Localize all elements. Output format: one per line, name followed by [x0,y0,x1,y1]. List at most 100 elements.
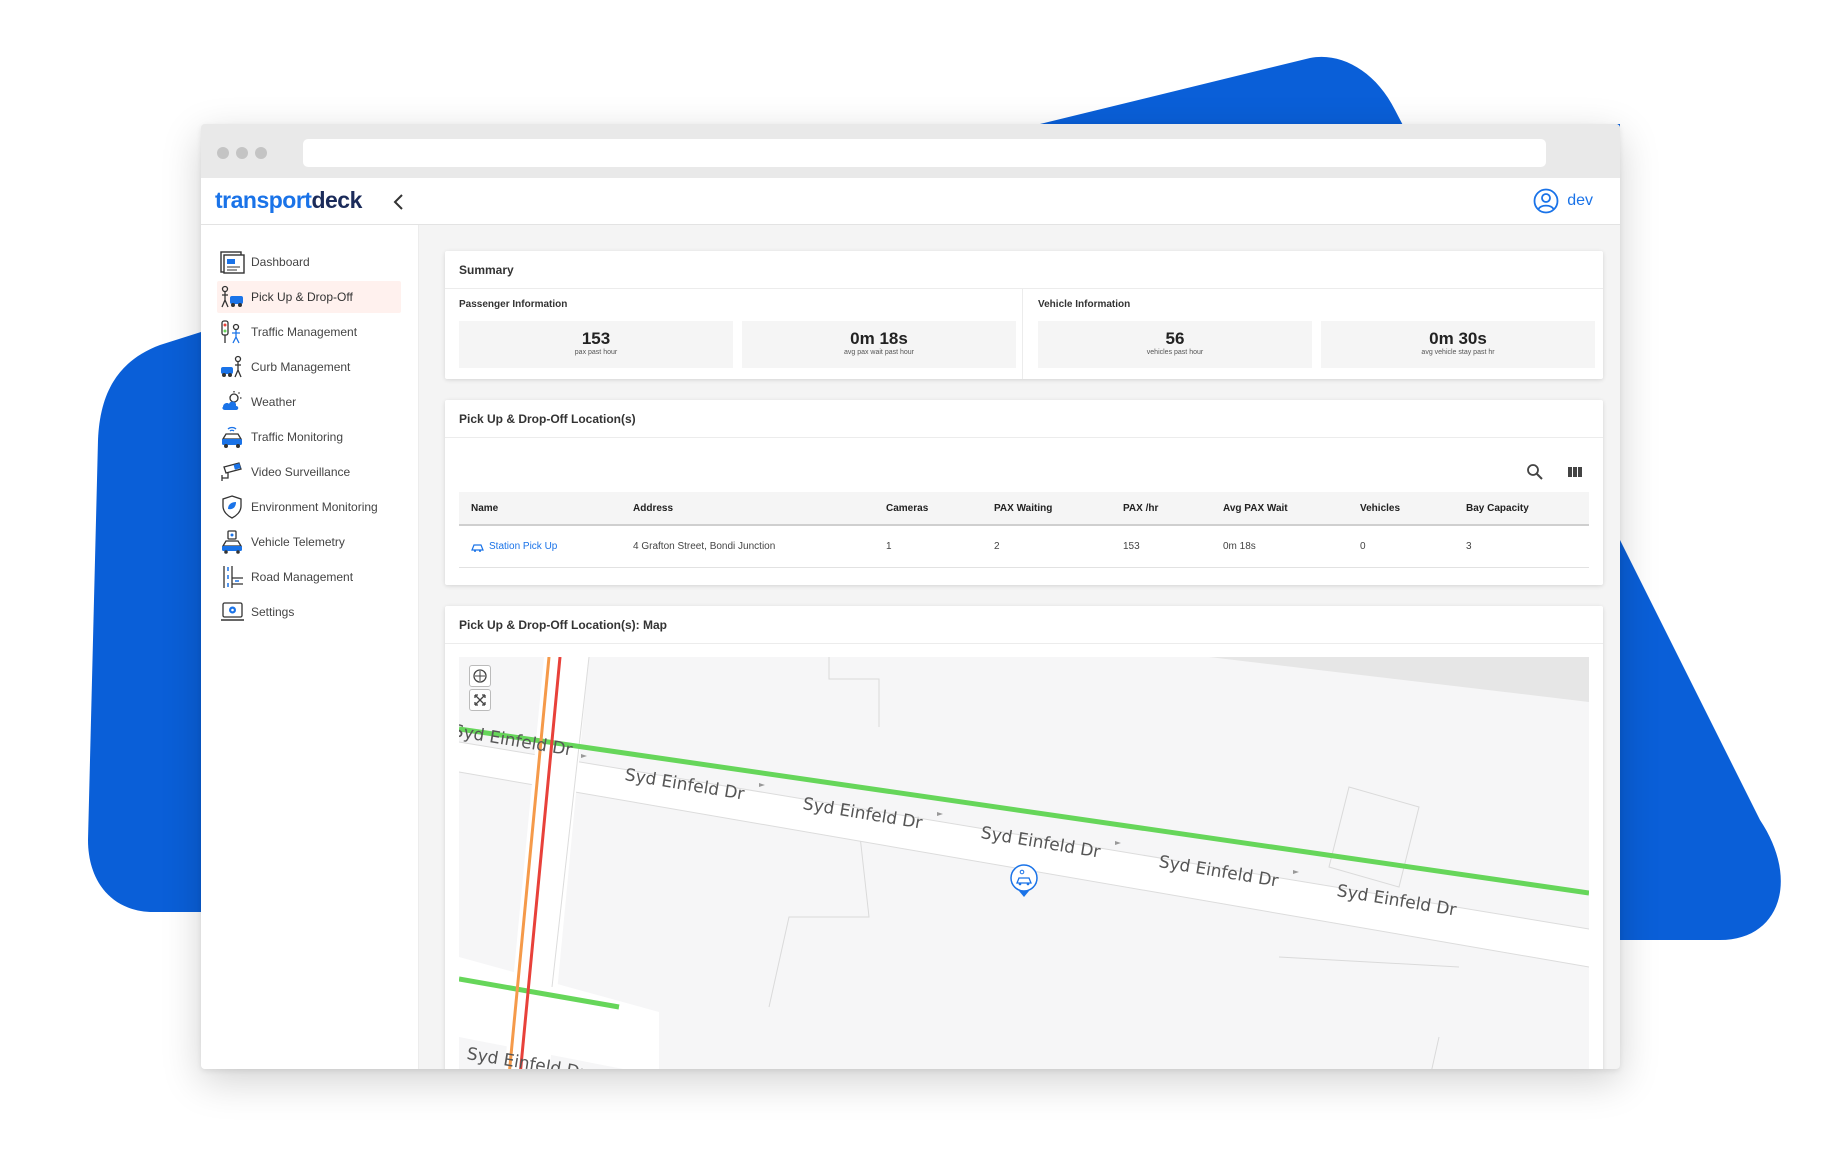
map-title: Pick Up & Drop-Off Location(s): Map [445,606,1603,644]
road-management-icon [223,566,243,588]
video-surveillance-icon [221,462,242,481]
environment-monitoring-icon [222,495,242,519]
sidebar-item-label: Traffic Monitoring [251,430,344,444]
app-header: transportdeck dev [201,178,1620,225]
sidebar-item-label: Dashboard [251,255,310,269]
sidebar-item-label: Settings [251,605,295,619]
sidebar-item-vehicle-telemetry[interactable]: Vehicle Telemetry [217,526,401,558]
map-card: Pick Up & Drop-Off Location(s): Map [445,606,1603,1069]
sidebar-item-environment-monitoring[interactable]: Environment Monitoring [217,491,401,523]
column-header-pax-waiting[interactable]: PAX Waiting [994,503,1053,514]
locations-title: Pick Up & Drop-Off Location(s) [445,400,1603,438]
pickup-location-icon [471,544,484,552]
compass-icon [473,669,487,683]
pickup-dropoff-icon [221,285,243,308]
sidebar-item-video-surveillance[interactable]: Video Surveillance [217,456,401,488]
window-dot [255,147,267,159]
column-header-cameras[interactable]: Cameras [886,503,929,514]
user-name: dev [1567,192,1593,209]
sidebar-item-label: Traffic Management [251,325,358,339]
stat-tile: 0m 30s avg vehicle stay past hr [1321,321,1595,368]
map-recenter-button[interactable] [469,665,491,687]
stat-label: avg vehicle stay past hr [1421,349,1495,356]
map-fullscreen-button[interactable] [469,689,491,711]
location-address: 4 Grafton Street, Bondi Junction [633,541,776,552]
stat-value: 0m 30s [1429,329,1487,348]
fullscreen-icon [474,694,486,706]
sidebar-item-label: Weather [251,395,297,409]
vehicle-heading: Vehicle Information [1038,299,1131,310]
column-header-address[interactable]: Address [633,503,674,514]
app-logo[interactable]: transportdeck [215,187,362,214]
traffic-monitoring-icon [221,426,243,448]
location-avg-pax-wait: 0m 18s [1223,541,1256,552]
table-header: Name Address Cameras PAX Waiting PAX /hr… [459,492,1589,526]
location-bay-capacity: 3 [1466,541,1472,552]
browser-window: transportdeck dev Dashboard Pick Up & Dr… [201,124,1620,1069]
passenger-information: Passenger Information 153 pax past hour … [445,289,1023,379]
sidebar-item-traffic-monitoring[interactable]: Traffic Monitoring [217,421,401,453]
location-cameras: 1 [886,541,892,552]
column-header-vehicles[interactable]: Vehicles [1360,503,1401,514]
sidebar-item-label: Road Management [251,570,354,584]
stat-label: avg pax wait past hour [843,349,915,356]
table-toolbar [1525,462,1585,482]
window-dot [236,147,248,159]
summary-title: Summary [445,251,1603,289]
user-menu[interactable]: dev [1533,188,1593,214]
sidebar-item-road-management[interactable]: Road Management [217,561,401,593]
map-view[interactable]: Syd Einfeld Dr Syd Einfeld Dr Syd Einfel… [459,657,1589,1069]
sidebar-item-weather[interactable]: Weather [217,386,401,418]
summary-card: Summary Passenger Information 153 pax pa… [445,251,1603,379]
vehicle-information: Vehicle Information 56 vehicles past hou… [1024,289,1603,379]
browser-chrome [201,124,1620,178]
stat-tile: 153 pax past hour [459,321,733,368]
location-name: Station Pick Up [489,541,558,552]
curb-management-icon [221,355,242,378]
stat-value: 153 [581,329,611,348]
address-bar[interactable] [303,139,1546,167]
column-header-pax-hr[interactable]: PAX /hr [1123,503,1159,514]
sidebar-item-traffic-management[interactable]: Traffic Management [217,316,401,348]
logo-text-deck: deck [311,187,362,213]
traffic-management-icon [221,320,240,344]
location-pax-waiting: 2 [994,541,1000,552]
collapse-sidebar-icon[interactable] [389,190,409,214]
stat-label: vehicles past hour [1146,349,1204,356]
logo-text-transport: transport [215,187,312,213]
location-vehicles: 0 [1360,541,1366,552]
sidebar-item-pickup-dropoff[interactable]: Pick Up & Drop-Off [217,281,401,313]
sidebar: Dashboard Pick Up & Drop-Off Traffic Man… [201,225,419,1069]
sidebar-item-settings[interactable]: Settings [217,596,401,628]
pickup-location-marker [1010,864,1038,897]
stat-value: 56 [1165,329,1185,348]
dashboard-icon [220,251,245,274]
table-row[interactable]: Station Pick Up 4 Grafton Street, Bondi … [459,526,1589,568]
stat-tile: 56 vehicles past hour [1038,321,1312,368]
stat-tile: 0m 18s avg pax wait past hour [742,321,1016,368]
sidebar-item-label: Vehicle Telemetry [251,535,345,549]
user-avatar-icon [1533,188,1559,214]
locations-card: Pick Up & Drop-Off Location(s) Name Addr… [445,400,1603,585]
sidebar-item-label: Curb Management [251,360,351,374]
window-dot [217,147,229,159]
sidebar-item-label: Pick Up & Drop-Off [251,290,353,304]
column-header-name[interactable]: Name [471,503,499,514]
vehicle-telemetry-icon [221,530,243,554]
weather-icon [222,391,242,410]
search-icon[interactable] [1525,462,1545,482]
stat-label: pax past hour [574,349,618,356]
sidebar-item-label: Environment Monitoring [251,500,378,514]
sidebar-item-curb-management[interactable]: Curb Management [217,351,401,383]
column-header-bay-capacity[interactable]: Bay Capacity [1466,503,1529,514]
sidebar-item-label: Video Surveillance [251,465,351,479]
location-name-link[interactable]: Station Pick Up [471,526,557,568]
passenger-heading: Passenger Information [459,299,568,310]
map-canvas [459,657,1589,1069]
column-header-avg-pax-wait[interactable]: Avg PAX Wait [1223,503,1288,514]
columns-icon[interactable] [1565,462,1585,482]
stat-value: 0m 18s [850,329,908,348]
location-pax-hr: 153 [1123,541,1140,552]
settings-icon [221,602,244,621]
sidebar-item-dashboard[interactable]: Dashboard [217,246,401,278]
